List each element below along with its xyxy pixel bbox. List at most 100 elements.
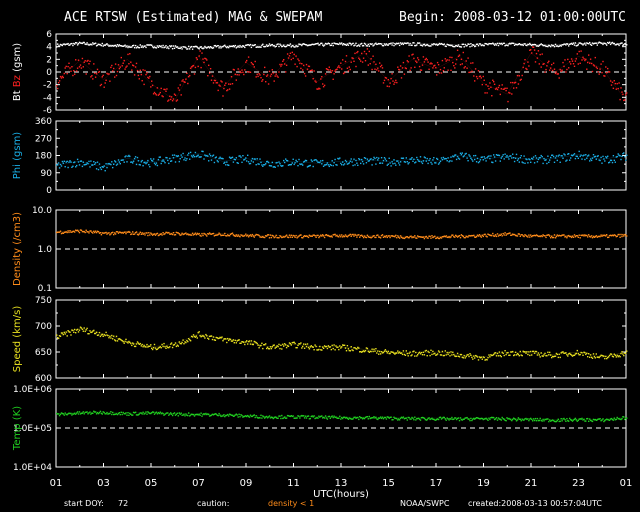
data-point (528, 419, 530, 422)
data-point (509, 418, 511, 420)
data-point (612, 356, 615, 358)
data-point (88, 44, 90, 46)
data-point (601, 354, 603, 357)
data-point (251, 44, 254, 46)
data-point (604, 42, 606, 45)
data-point (405, 42, 407, 45)
data-point (189, 234, 191, 236)
data-point (434, 43, 436, 45)
data-point (227, 46, 229, 48)
data-point (213, 235, 216, 237)
data-point (582, 234, 584, 236)
data-point (67, 330, 69, 332)
data-point (478, 43, 481, 45)
data-point (187, 82, 189, 85)
data-point (323, 44, 326, 46)
data-point (430, 349, 432, 351)
data-point (274, 75, 276, 77)
data-point (300, 342, 302, 344)
data-point (551, 419, 554, 421)
data-point (551, 63, 553, 66)
data-point (103, 44, 105, 46)
data-point (381, 67, 384, 69)
data-point (574, 157, 577, 160)
data-point (167, 232, 169, 234)
data-point (623, 99, 625, 102)
data-point (512, 81, 514, 84)
data-point (272, 72, 274, 74)
data-point (601, 235, 603, 237)
data-point (438, 237, 441, 240)
data-point (382, 236, 385, 238)
data-point (453, 236, 455, 238)
data-point (285, 417, 288, 419)
data-point (228, 415, 230, 417)
data-point (135, 163, 138, 166)
data-point (568, 45, 570, 47)
data-point (485, 358, 487, 361)
data-point (391, 161, 393, 163)
data-point (202, 413, 204, 416)
data-point (417, 236, 420, 238)
data-point (386, 236, 388, 239)
data-point (541, 156, 543, 158)
data-point (280, 44, 282, 47)
data-point (111, 64, 113, 67)
data-point (201, 415, 203, 417)
data-point (141, 45, 143, 47)
data-point (88, 63, 90, 65)
data-point (96, 334, 99, 336)
data-point (416, 61, 418, 64)
data-point (172, 344, 175, 346)
data-point (450, 69, 452, 71)
data-point (234, 159, 236, 161)
data-point (298, 59, 300, 62)
data-point (197, 414, 199, 416)
data-point (530, 417, 532, 420)
data-point (89, 411, 91, 413)
data-point (495, 355, 498, 357)
data-point (241, 414, 243, 417)
data-point (93, 161, 95, 163)
data-point (621, 42, 623, 44)
data-point (273, 45, 275, 47)
data-point (292, 158, 294, 160)
data-point (216, 82, 218, 84)
data-point (345, 235, 348, 237)
data-point (399, 417, 402, 419)
data-point (601, 71, 603, 74)
x-tick-label: 03 (97, 478, 110, 489)
data-point (228, 413, 231, 415)
data-point (612, 235, 615, 237)
data-point (205, 155, 207, 157)
data-point (196, 155, 198, 157)
data-point (596, 236, 598, 238)
data-point (408, 237, 410, 239)
data-point (548, 234, 550, 236)
data-point (489, 418, 491, 421)
data-point (374, 417, 376, 419)
data-point (190, 234, 193, 236)
data-point (128, 45, 130, 48)
data-point (376, 418, 378, 420)
data-point (370, 350, 372, 353)
data-point (346, 236, 349, 238)
data-point (354, 347, 356, 349)
data-point (137, 46, 140, 49)
data-point (72, 74, 74, 77)
data-point (331, 344, 333, 347)
data-point (372, 158, 374, 161)
data-point (515, 153, 518, 156)
data-point (493, 353, 495, 356)
data-point (228, 235, 231, 237)
data-point (233, 415, 235, 417)
data-point (305, 44, 308, 46)
data-point (129, 53, 131, 55)
data-point (540, 235, 542, 237)
data-point (189, 67, 192, 69)
data-point (114, 232, 116, 234)
data-point (432, 418, 434, 420)
data-point (591, 42, 594, 44)
data-point (57, 413, 59, 415)
data-point (374, 236, 376, 239)
